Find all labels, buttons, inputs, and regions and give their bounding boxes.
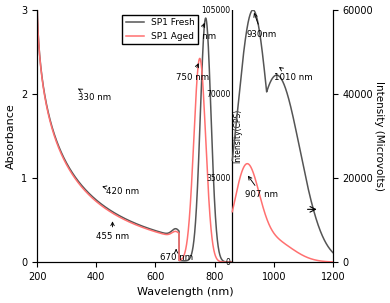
SP1 Fresh — [110, 210, 114, 213]
SP1 Fresh — [205, 29, 210, 33]
SP1 Aged — [118, 216, 123, 219]
SP1 Fresh — [69, 169, 73, 172]
Line: SP1 Aged: SP1 Aged — [37, 2, 232, 262]
Text: 907 nm: 907 nm — [245, 176, 278, 199]
Text: 930nm: 930nm — [247, 14, 277, 38]
Legend: SP1 Fresh, SP1 Aged: SP1 Fresh, SP1 Aged — [122, 15, 198, 44]
Text: 0: 0 — [226, 258, 231, 267]
Text: 1010 nm: 1010 nm — [274, 68, 312, 82]
Text: 455 nm: 455 nm — [96, 222, 129, 241]
Y-axis label: Intensity (Microvolts): Intensity (Microvolts) — [374, 81, 385, 191]
Text: 330 nm: 330 nm — [78, 89, 111, 102]
Y-axis label: Absorbance: Absorbance — [5, 103, 16, 169]
Text: 35000: 35000 — [206, 174, 231, 183]
SP1 Aged — [69, 170, 73, 174]
SP1 Fresh — [57, 146, 62, 150]
Text: 770 nm: 770 nm — [183, 24, 216, 42]
SP1 Aged — [205, 172, 210, 176]
Text: 750 nm: 750 nm — [176, 64, 209, 82]
SP1 Fresh — [226, 260, 231, 264]
Text: Intensity(CPS): Intensity(CPS) — [233, 109, 242, 163]
Text: 420 nm: 420 nm — [103, 186, 139, 196]
SP1 Aged — [35, 0, 39, 3]
SP1 Fresh — [118, 215, 123, 218]
X-axis label: Wavelength (nm): Wavelength (nm) — [136, 288, 233, 298]
SP1 Aged — [110, 211, 114, 215]
SP1 Aged — [230, 260, 235, 264]
SP1 Fresh — [35, 0, 39, 3]
SP1 Aged — [226, 260, 231, 264]
Text: 105000: 105000 — [202, 5, 231, 15]
Text: 70000: 70000 — [206, 90, 231, 98]
Line: SP1 Fresh: SP1 Fresh — [37, 2, 232, 262]
SP1 Fresh — [230, 260, 235, 264]
SP1 Aged — [57, 148, 62, 151]
Text: 670 nm: 670 nm — [160, 250, 193, 262]
